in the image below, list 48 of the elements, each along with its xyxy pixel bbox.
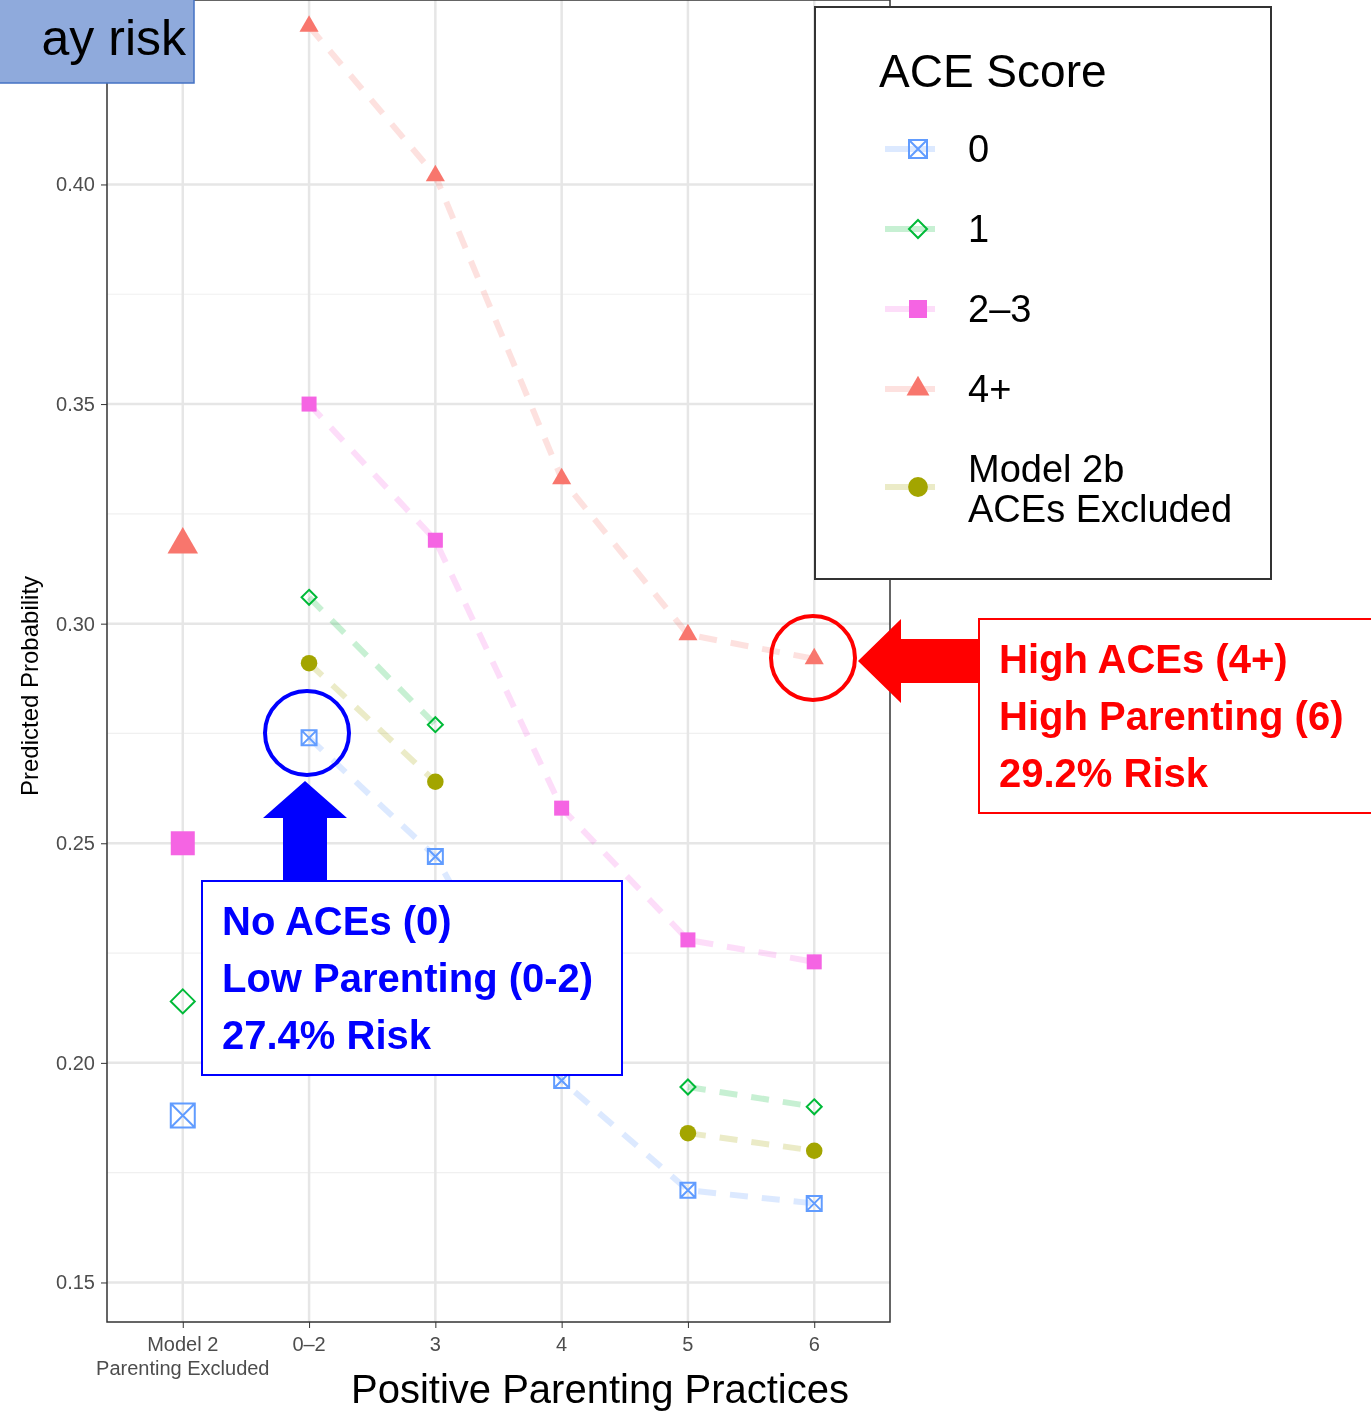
point bbox=[300, 654, 318, 672]
point bbox=[425, 164, 445, 182]
point bbox=[678, 623, 698, 641]
x-tick-label: 4 bbox=[556, 1333, 568, 1355]
legend-label: Model 2b ACEs Excluded bbox=[968, 448, 1233, 530]
point bbox=[299, 15, 319, 32]
point bbox=[427, 773, 444, 791]
point bbox=[805, 1194, 823, 1212]
point bbox=[806, 954, 822, 970]
legend-title: ACE Score bbox=[879, 45, 1107, 97]
point bbox=[805, 1098, 823, 1116]
point bbox=[805, 1142, 823, 1159]
point bbox=[426, 716, 444, 734]
point bbox=[679, 1124, 697, 1142]
point bbox=[804, 647, 824, 665]
legend-label: 1 bbox=[968, 208, 990, 250]
legend-label: 2–3 bbox=[968, 288, 1032, 330]
legend-label: 4+ bbox=[968, 368, 1012, 410]
y-tick-label: 0.30 bbox=[56, 612, 95, 635]
point bbox=[169, 988, 196, 1015]
point bbox=[552, 467, 572, 485]
point bbox=[301, 396, 317, 412]
x-tick-label: 6 bbox=[808, 1333, 820, 1355]
x-tick-label: Model 2 Parenting Excluded bbox=[96, 1333, 270, 1379]
point bbox=[300, 729, 318, 747]
text: High ACEs (4+) High Parenting (6) 29.2% Risk bbox=[999, 637, 1344, 795]
y-tick-label: 0.40 bbox=[56, 173, 95, 196]
x-tick-label: 0–2 bbox=[292, 1333, 326, 1355]
point bbox=[169, 1102, 196, 1129]
point bbox=[679, 1078, 697, 1096]
y-tick-label: 0.15 bbox=[56, 1271, 95, 1294]
x-axis-title: Positive Parenting Practices bbox=[350, 1367, 850, 1411]
y-tick-label: 0.35 bbox=[56, 392, 95, 415]
x-tick-label: 3 bbox=[429, 1333, 441, 1355]
point bbox=[170, 831, 195, 856]
point bbox=[426, 847, 444, 865]
y-tick-label: 0.20 bbox=[56, 1051, 95, 1074]
point bbox=[679, 1181, 697, 1199]
legend-label: 0 bbox=[968, 128, 990, 170]
point bbox=[554, 800, 570, 816]
y-axis-title: Predicted Probability bbox=[16, 575, 43, 797]
chart-title: ay risk bbox=[41, 10, 187, 66]
x-tick-label: 5 bbox=[682, 1333, 694, 1355]
y-tick-label: 0.25 bbox=[56, 832, 95, 855]
point bbox=[300, 588, 318, 606]
point bbox=[427, 532, 443, 548]
point bbox=[680, 932, 696, 948]
annotation: No ACEs (0) Low Parenting (0-2) 27.4% Risk bbox=[222, 899, 594, 1057]
